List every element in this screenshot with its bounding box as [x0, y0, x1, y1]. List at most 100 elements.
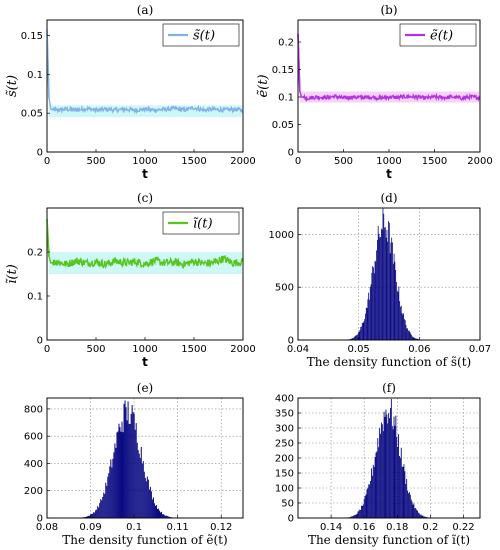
histogram-bar [356, 513, 358, 518]
histogram-bar [148, 489, 150, 518]
panel-title: (a) [137, 3, 154, 17]
histogram-bar [139, 458, 141, 518]
histogram-bar [417, 339, 419, 340]
histogram-bar [424, 516, 426, 518]
histogram-bar [102, 496, 104, 518]
histogram-bar [396, 290, 398, 340]
y-tick-label: 150 [275, 469, 294, 480]
x-tick-label: 2000 [230, 344, 255, 355]
histogram-bar [350, 516, 352, 518]
histogram-bar [131, 405, 133, 518]
x-tick-label: 1500 [181, 344, 206, 355]
x-tick-label: 0.09 [79, 522, 101, 533]
histogram-bar [372, 464, 374, 518]
panel-title: (d) [380, 191, 397, 205]
histogram-bar [169, 516, 171, 518]
histogram-bar [409, 494, 411, 518]
legend-label: ĩ(t) [193, 217, 213, 232]
histogram-bar [373, 466, 375, 518]
histogram-bar [150, 491, 152, 518]
histogram-bar [114, 443, 116, 518]
x-tick-label: 1500 [422, 156, 447, 167]
histogram-bar [104, 493, 106, 518]
histogram-bar [366, 308, 368, 340]
x-tick-label: 0 [44, 344, 50, 355]
histogram-bar [144, 477, 146, 518]
histogram-bar [384, 227, 386, 340]
histogram-bar [415, 338, 417, 340]
histogram-bar [380, 236, 381, 340]
panel-3: (d) The density function of s̃(t)0.04 0.05… [269, 191, 492, 369]
histogram-bar [361, 326, 362, 340]
histogram-bar [374, 457, 376, 518]
histogram-bar [156, 508, 158, 518]
histogram-bar [137, 450, 139, 518]
histogram-bar [405, 325, 407, 340]
histogram-bar [123, 403, 125, 518]
x-tick-label: 0.1 [126, 522, 142, 533]
histogram-bar [399, 301, 401, 340]
histogram-bar [350, 338, 352, 340]
histogram-bar [353, 515, 355, 518]
histogram-bar [393, 253, 395, 340]
histogram-bar [410, 499, 412, 518]
x-tick-label: 500 [86, 156, 105, 167]
histogram-bar [414, 508, 416, 518]
panel-1: (b) ẽ(t) ẽ(t) t 0 500 1000 1500 2000 0 0.05 0.1 0.15… [256, 3, 493, 181]
histogram-bar [116, 432, 118, 518]
y-tick-label: 0.2 [27, 248, 43, 259]
y-tick-label: 0.1 [27, 292, 43, 303]
histogram-bar [93, 512, 95, 518]
histogram-bar [422, 515, 424, 518]
histogram-bar [404, 471, 406, 518]
histogram-bar [382, 208, 384, 340]
panel-4: (e) The density function of ẽ(t) 0.08 0.09 0… [24, 381, 244, 547]
histogram-bar [160, 512, 162, 518]
histogram-bar [162, 514, 164, 518]
x-tick-label: 0 [44, 156, 50, 167]
histogram-bar [362, 504, 364, 518]
confidence-band [48, 105, 244, 118]
histogram-bar [401, 466, 403, 518]
legend: s̃(t) [162, 23, 240, 47]
histogram-bar [396, 281, 397, 340]
histogram-bar [135, 423, 137, 518]
histogram-bar [416, 338, 418, 340]
histogram-bar [159, 510, 161, 518]
histogram-bar [425, 516, 427, 518]
y-tick-label: 250 [275, 439, 294, 450]
histogram-bar [155, 505, 157, 518]
histogram-bar [118, 423, 120, 518]
histogram-bar [384, 416, 386, 518]
histogram-bar [384, 227, 385, 340]
histogram-bar [395, 270, 397, 340]
histogram-bar [379, 237, 381, 340]
panel-title: (e) [137, 381, 153, 395]
histogram-bar [368, 292, 370, 340]
histogram-bar [426, 516, 427, 518]
histogram-bar [362, 322, 364, 340]
histogram-bar [417, 510, 418, 518]
x-axis-label: The density function of ẽ(t) [62, 533, 227, 547]
histogram-bar [110, 459, 112, 518]
histogram-bar [361, 505, 363, 518]
histogram-bar [385, 409, 387, 518]
x-tick-label: 0.06 [408, 344, 430, 355]
x-tick-label: 0.14 [320, 522, 342, 533]
histogram-bar [409, 331, 411, 340]
legend: ĩ(t) [162, 211, 240, 235]
histogram-bar [112, 458, 114, 518]
histogram-bar [101, 500, 103, 518]
histogram-bar [369, 299, 370, 340]
histogram-bar [370, 284, 372, 340]
histogram-bar [391, 425, 393, 518]
histogram-bar [402, 314, 404, 340]
x-tick-label: 0.12 [210, 522, 232, 533]
histogram-bar [406, 479, 408, 518]
plot-frame-top [46, 397, 244, 519]
panel-5: (f) The density function of ĩ(t)0.14 0.16 0… [275, 381, 481, 547]
histogram-bar [361, 322, 363, 340]
histogram-bar [358, 331, 360, 340]
y-tick-label: 0 [37, 336, 43, 347]
